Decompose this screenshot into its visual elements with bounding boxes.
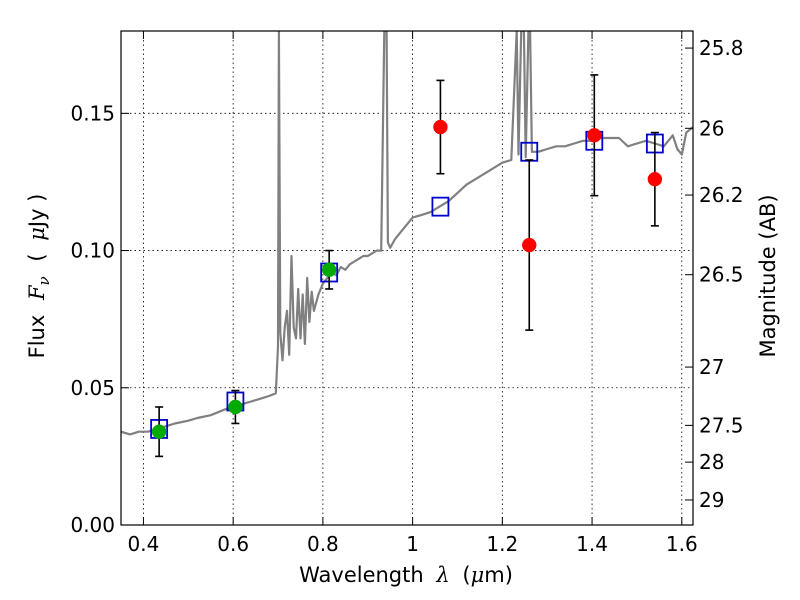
y2-tick-label: 25.8 [699, 36, 744, 60]
y2-axis-label: Magnitude (AB) [756, 194, 780, 357]
x-tick-label: 0.4 [128, 532, 160, 556]
data-point [522, 237, 537, 253]
y2-tick-label: 26.2 [699, 183, 744, 207]
x-tick-label: 1.4 [576, 532, 608, 556]
y-axis-label: Flux Fν ( μJy ) [25, 194, 54, 359]
plot-data [121, 31, 693, 458]
data-point [587, 128, 602, 143]
x-tick-label: 1.2 [486, 532, 518, 556]
bandpass-square [431, 196, 450, 217]
x-tick-label: 1.6 [666, 532, 698, 556]
data-point [647, 171, 663, 187]
y-tick-label: 0.10 [70, 239, 115, 263]
y2-tick-label: 28 [699, 450, 724, 474]
y-tick-label: 0.00 [70, 513, 115, 537]
grid [121, 31, 693, 526]
y-tick-label: 0.15 [70, 101, 115, 125]
y2-tick-label: 26 [699, 116, 724, 140]
data-point [151, 424, 167, 439]
data-point [433, 119, 448, 135]
spectrum-line [121, 31, 693, 436]
y-tick-label: 0.05 [70, 376, 115, 400]
y2-tick-label: 26.5 [699, 263, 744, 287]
axis-ticks: 0.4 0.6 0.8 1 1.2 1.4 1.6 0.00 0.05 0.10 0.15 25.8 2… [70, 31, 744, 556]
y2-tick-label: 29 [699, 488, 724, 512]
y2-tick-label: 27 [699, 355, 724, 379]
y2-tick-label: 27.5 [699, 413, 744, 437]
x-tick-label: 0.8 [307, 532, 339, 556]
x-tick-label: 1 [406, 532, 419, 556]
plot-frame [120, 30, 694, 526]
x-axis-label: Wavelength λ (μm) [299, 563, 513, 587]
data-point [321, 262, 337, 278]
data-point [228, 399, 243, 415]
x-tick-label: 0.6 [217, 532, 249, 556]
